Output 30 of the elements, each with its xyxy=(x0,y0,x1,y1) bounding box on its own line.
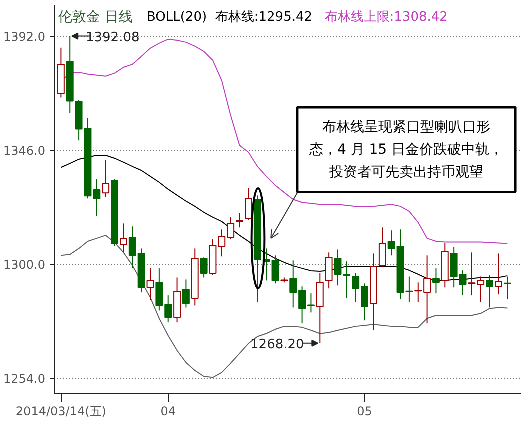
y-tick-label: 1346.0 xyxy=(4,144,46,158)
candlestick xyxy=(343,261,351,300)
x-tick-label: 2014/03/14(五) xyxy=(16,404,106,418)
y-tick-label: 1254.0 xyxy=(4,372,46,386)
y-tick-label: 1392.0 xyxy=(4,30,46,44)
chart-title: 伦敦金 日线 xyxy=(58,10,133,26)
candlestick xyxy=(432,268,440,294)
x-tick-label: 04 xyxy=(160,404,176,418)
candlestick xyxy=(102,160,110,198)
candlestick xyxy=(378,227,386,268)
annotation: 布林线呈现紧口型喇叭口形态，4 月 15 日金价跌破中轨，投资者可先卖出持币观望 xyxy=(308,120,504,180)
line-series xyxy=(60,235,508,378)
legend-title: BOLL(20) xyxy=(146,10,208,25)
candlestick xyxy=(504,276,512,300)
candlestick xyxy=(325,252,333,290)
candlestick xyxy=(334,249,342,286)
candlestick xyxy=(200,257,208,278)
candlestick xyxy=(236,213,244,228)
annotation: 1268.20 xyxy=(250,337,304,352)
candlestick xyxy=(244,188,252,220)
text: 布林线:1295.42 xyxy=(215,10,313,25)
y-tick-label: 1300.0 xyxy=(4,258,46,272)
text: 布林线上限:1308.42 xyxy=(324,10,448,25)
candlestick xyxy=(146,268,154,302)
x-tick-label: 05 xyxy=(357,404,372,418)
candlestick xyxy=(182,279,190,308)
candlestick xyxy=(486,274,494,308)
candlestick xyxy=(120,223,128,254)
annotation: 1392.08 xyxy=(86,30,140,46)
candlestick xyxy=(495,253,502,296)
